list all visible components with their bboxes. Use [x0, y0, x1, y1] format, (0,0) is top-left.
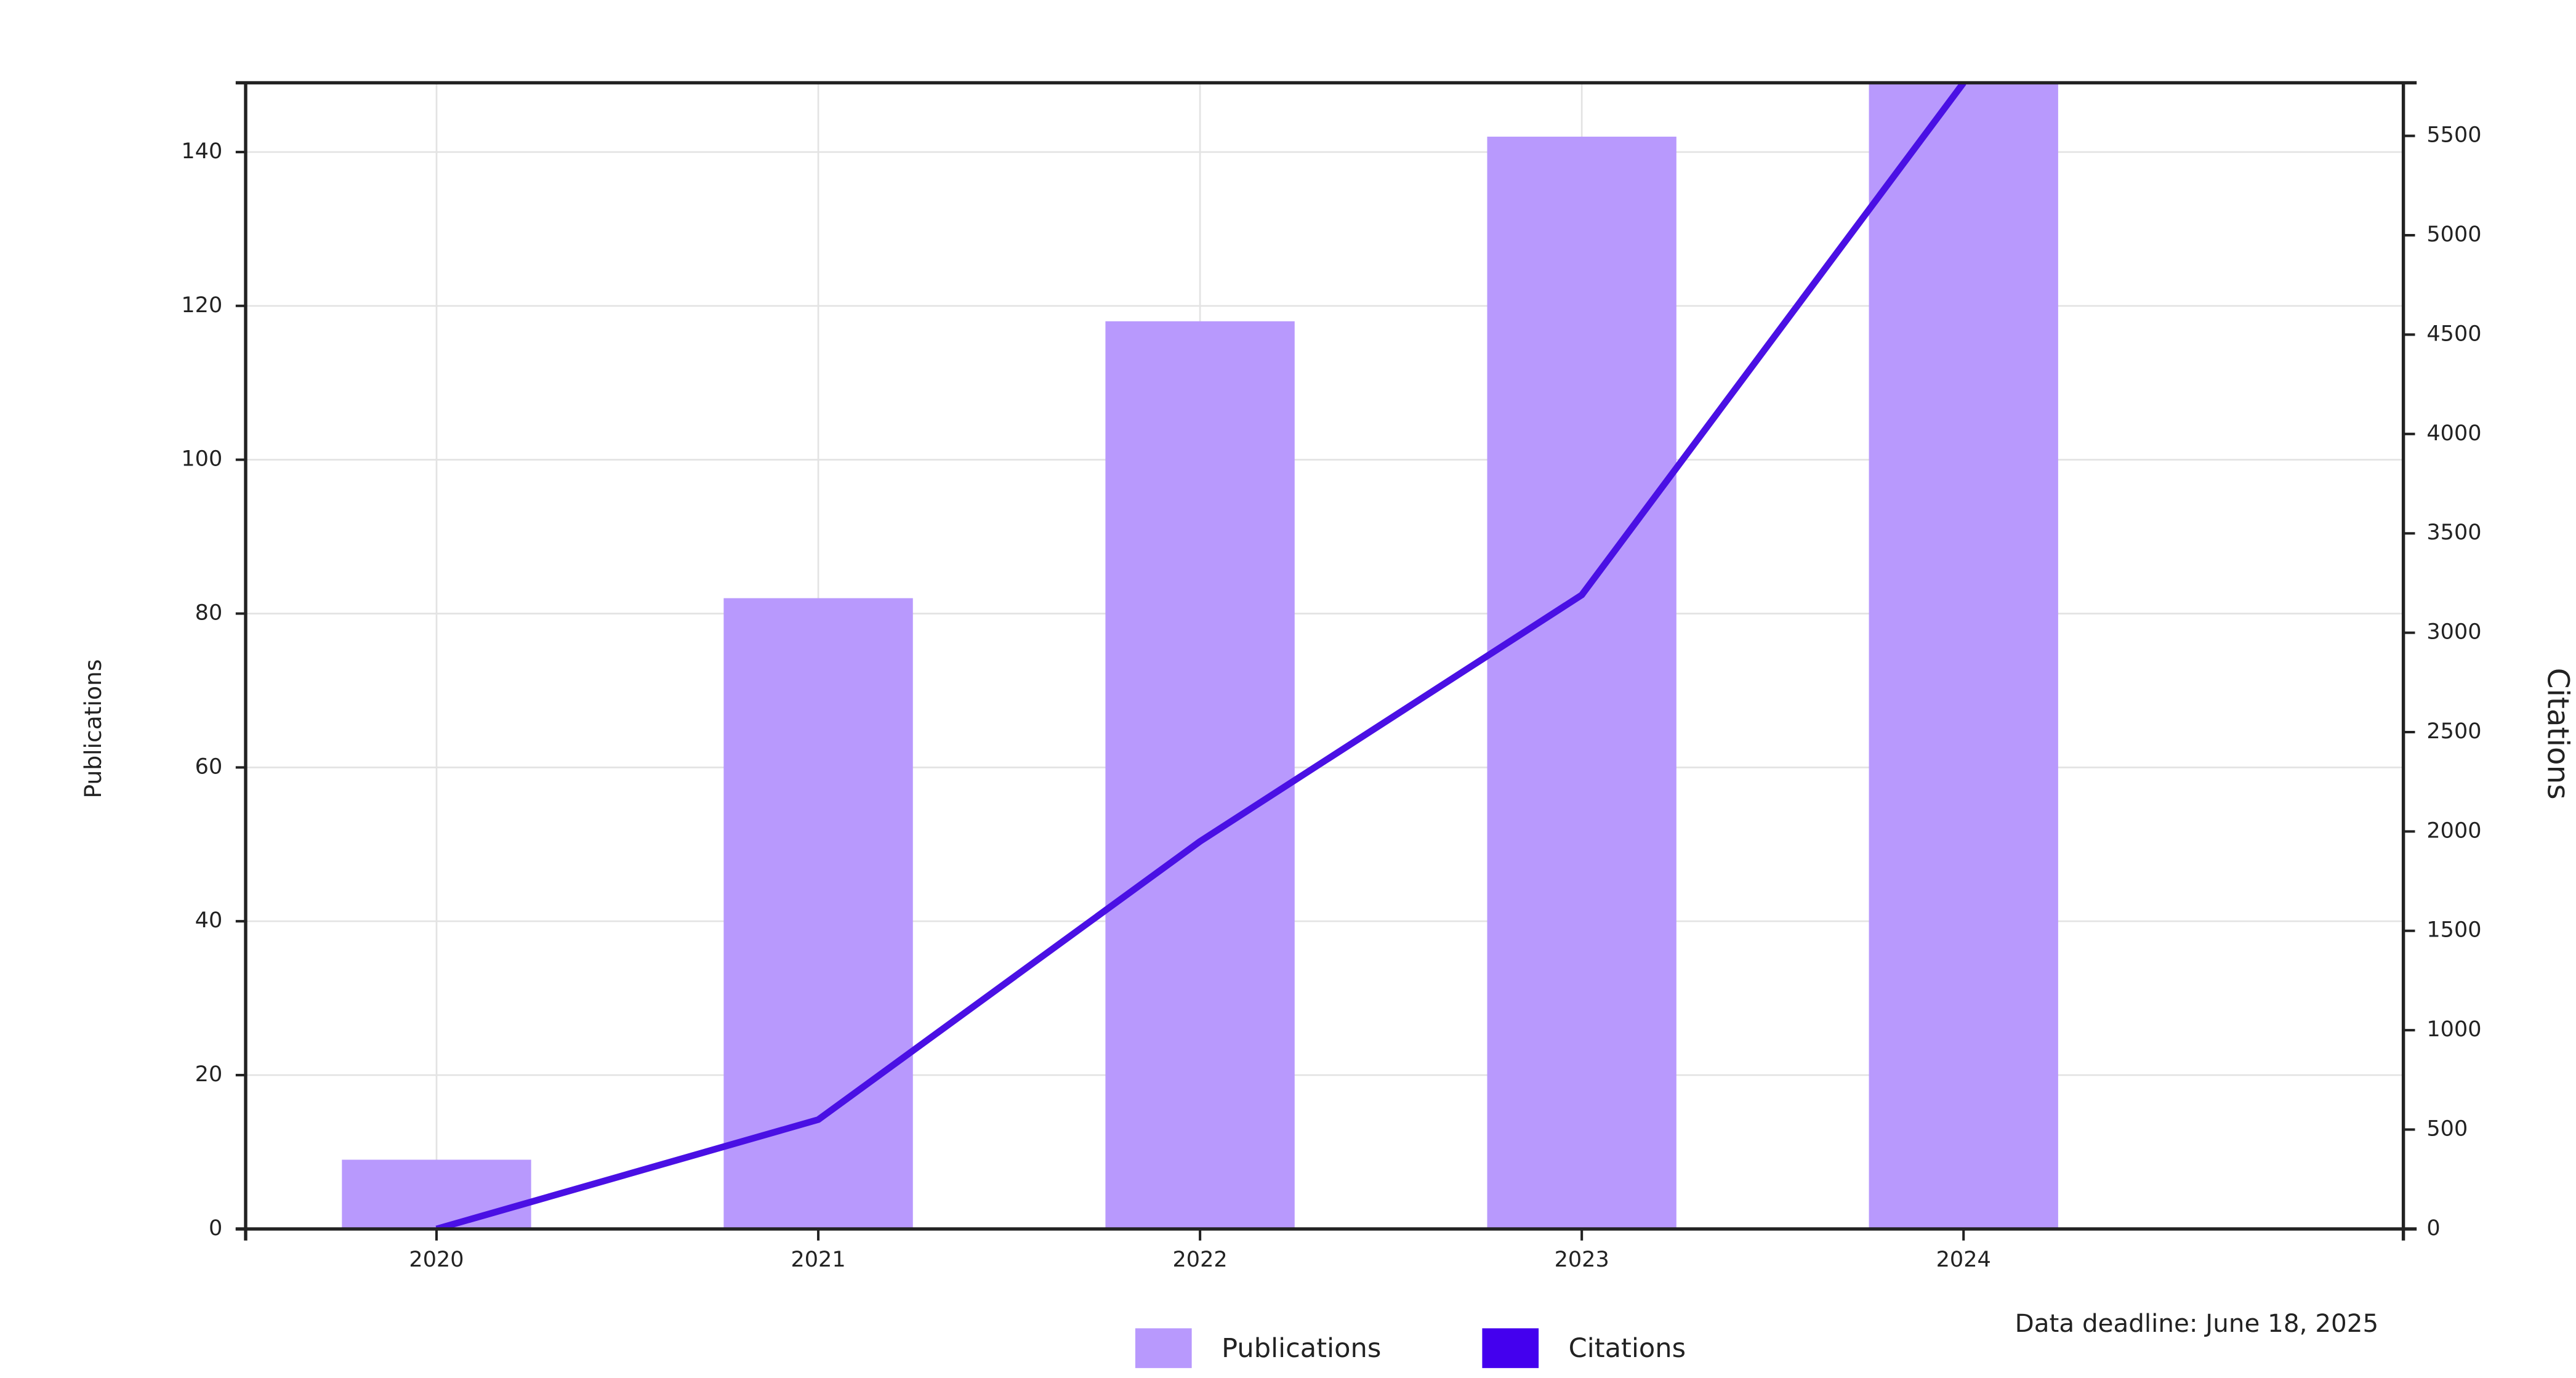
- bar: [723, 598, 913, 1229]
- y-tick-label: 0: [209, 1216, 222, 1241]
- x-tick-label: 2022: [1173, 1247, 1228, 1272]
- y2-tick-label: 4500: [2426, 321, 2481, 346]
- y2-tick-label: 500: [2426, 1117, 2468, 1142]
- y-tick-label: 80: [195, 601, 223, 626]
- y2-tick-label: 0: [2426, 1216, 2440, 1241]
- legend-label: Citations: [1569, 1333, 1686, 1364]
- y2-tick-label: 5000: [2426, 222, 2481, 247]
- y2-axis-title: Citations: [2541, 668, 2575, 800]
- y2-tick-label: 3500: [2426, 520, 2481, 545]
- bar: [342, 1159, 531, 1229]
- y2-tick-label: 4000: [2426, 421, 2481, 446]
- x-tick-label: 2020: [409, 1247, 464, 1272]
- y-tick-label: 140: [181, 139, 222, 164]
- footnote: Data deadline: June 18, 2025: [2015, 1309, 2379, 1338]
- y-axis-title: Publications: [79, 659, 107, 798]
- legend-swatch: [1135, 1328, 1192, 1368]
- y2-tick-label: 1500: [2426, 918, 2481, 943]
- y2-tick-label: 5500: [2426, 123, 2481, 148]
- y2-tick-label: 2500: [2426, 719, 2481, 744]
- y-tick-label: 120: [181, 293, 222, 318]
- y-tick-label: 40: [195, 908, 223, 933]
- legend-label: Publications: [1222, 1333, 1381, 1364]
- y2-tick-label: 2000: [2426, 818, 2481, 843]
- bar: [1869, 83, 2058, 1229]
- line: [435, 83, 1966, 1229]
- y-tick-label: 60: [195, 754, 223, 779]
- plot-area: [342, 83, 2058, 1229]
- y-tick-label: 100: [181, 447, 222, 472]
- y2-tick-label: 3000: [2426, 620, 2481, 645]
- bar: [1105, 321, 1295, 1229]
- y2-tick-label: 1000: [2426, 1017, 2481, 1042]
- x-tick-label: 2024: [1936, 1247, 1991, 1272]
- y-tick-label: 20: [195, 1062, 223, 1087]
- legend-swatch: [1482, 1328, 1539, 1368]
- bar: [1487, 136, 1676, 1229]
- x-tick-label: 2021: [791, 1247, 845, 1272]
- x-tick-label: 2023: [1555, 1247, 1609, 1272]
